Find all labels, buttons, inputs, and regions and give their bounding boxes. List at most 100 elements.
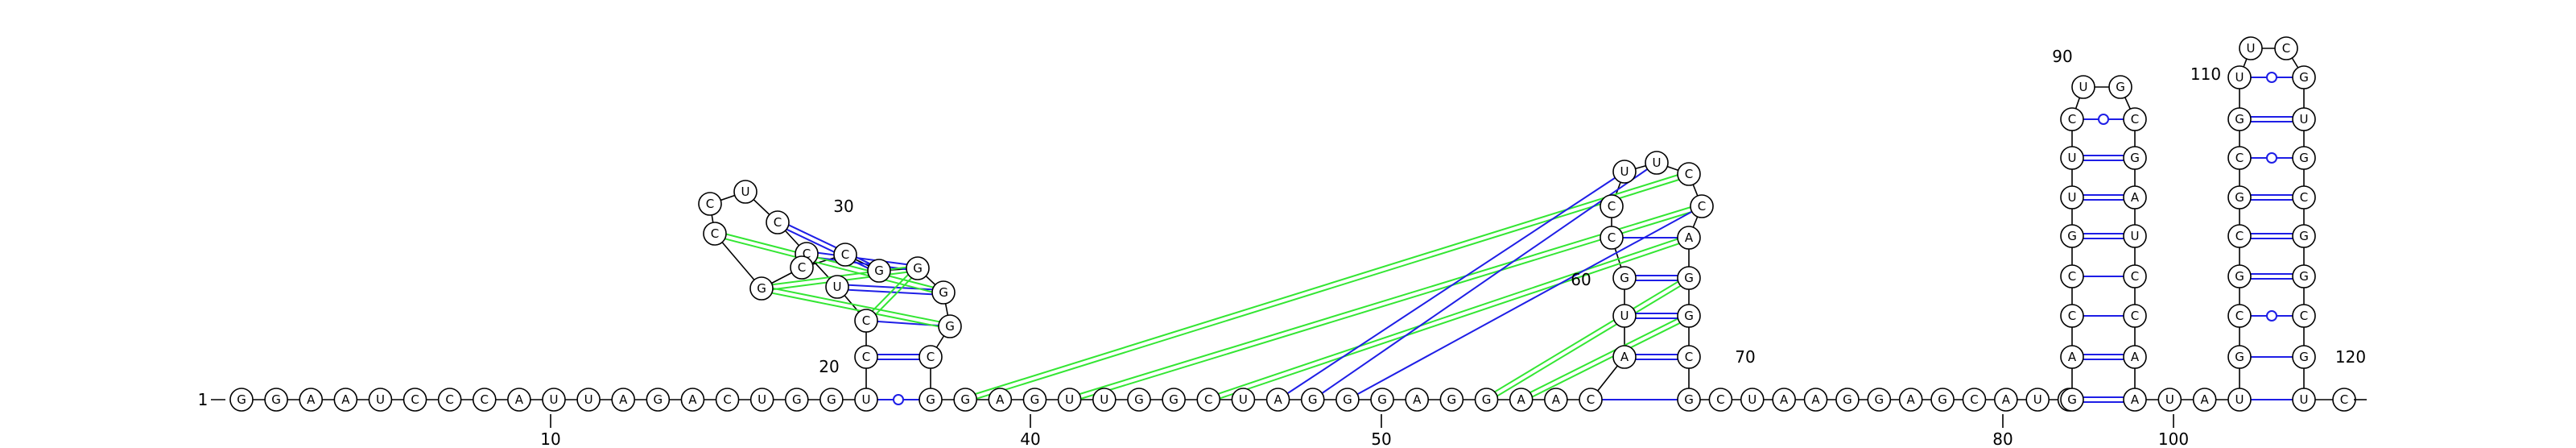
nucleotide: C bbox=[2274, 36, 2298, 60]
nucleotide: U bbox=[2157, 388, 2182, 412]
nucleotide: G bbox=[1370, 388, 1394, 412]
nucleotide-letter: A bbox=[1274, 392, 1282, 407]
nucleotide: U bbox=[2227, 388, 2252, 412]
nucleotide: C bbox=[2123, 107, 2147, 131]
nucleotide-letter: C bbox=[411, 392, 419, 407]
nucleotide: C bbox=[1677, 345, 1701, 369]
nucleotide: A bbox=[2123, 185, 2147, 209]
nucleotide: G bbox=[2060, 388, 2084, 412]
position-label-110: 110 bbox=[2190, 64, 2221, 84]
nucleotide-letter: C bbox=[723, 392, 731, 407]
nucleotide-letter: C bbox=[1608, 230, 1616, 245]
nucleotide-letter: U bbox=[741, 185, 750, 199]
nucleotide: C bbox=[766, 210, 790, 234]
nucleotide-letter: G bbox=[2116, 80, 2125, 94]
base-pair-line bbox=[1070, 207, 1703, 403]
nucleotide-letter: C bbox=[803, 247, 811, 261]
nucleotide-letter: C bbox=[2131, 309, 2139, 323]
nucleotide: A bbox=[1405, 388, 1430, 412]
nucleotide-letter: U bbox=[1620, 164, 1629, 179]
position-label-90: 90 bbox=[2052, 47, 2072, 66]
nucleotide-letter: G bbox=[271, 392, 281, 407]
nucleotide: G bbox=[819, 388, 844, 412]
nucleotide: U bbox=[854, 388, 878, 412]
nucleotide: G bbox=[229, 388, 254, 412]
nucleotide-letter: G bbox=[827, 392, 836, 407]
nucleotide: C bbox=[472, 388, 497, 412]
nucleotide: G bbox=[646, 388, 671, 412]
nucleotide-letter: A bbox=[2131, 392, 2140, 407]
nucleotide-letter: A bbox=[2068, 350, 2077, 364]
nucleotide: G bbox=[2227, 185, 2252, 209]
wobble-pair-marker bbox=[2266, 72, 2277, 83]
nucleotide-letter: G bbox=[2130, 151, 2140, 165]
nucleotide-letter: G bbox=[926, 392, 935, 407]
nucleotide-letter: U bbox=[2235, 70, 2244, 85]
nucleotide-letter: G bbox=[1482, 392, 1492, 407]
nucleotide-letter: C bbox=[2235, 309, 2244, 323]
nucleotide-letter: U bbox=[2300, 112, 2309, 127]
nucleotide-letter: C bbox=[2131, 269, 2139, 284]
nucleotide-letter: C bbox=[927, 350, 935, 364]
nucleotide: U bbox=[2123, 224, 2147, 248]
nucleotide: A bbox=[333, 388, 358, 412]
nucleotide-letter: C bbox=[445, 392, 453, 407]
nucleotide: A bbox=[1803, 388, 1828, 412]
nucleotide-letter: C bbox=[2300, 190, 2308, 205]
nucleotide: U bbox=[2227, 65, 2252, 89]
nucleotide-letter: C bbox=[1970, 392, 1978, 407]
nucleotide-letter: C bbox=[1587, 392, 1595, 407]
nucleotide-letter: C bbox=[2340, 392, 2348, 407]
nucleotide-letter: C bbox=[2235, 151, 2244, 165]
nucleotide: G bbox=[1335, 388, 1360, 412]
nucleotide-letter: C bbox=[1716, 392, 1724, 407]
nucleotide: C bbox=[1579, 388, 1603, 412]
nucleotide-letter: U bbox=[376, 392, 385, 407]
nucleotide-letter: G bbox=[1030, 392, 1040, 407]
nucleotide: U bbox=[2060, 185, 2084, 209]
nucleotide: U bbox=[1645, 151, 1669, 175]
nucleotide: U bbox=[2292, 107, 2316, 131]
nucleotide: A bbox=[1509, 388, 1534, 412]
nucleotide-letter: A bbox=[1780, 392, 1789, 407]
nucleotide: G bbox=[1439, 388, 1464, 412]
nucleotide: G bbox=[931, 280, 956, 305]
nucleotide-letter: C bbox=[2068, 112, 2076, 127]
nucleotide-letter: A bbox=[515, 392, 524, 407]
position-label-100: 100 bbox=[2158, 429, 2189, 448]
base-pair-line bbox=[1347, 205, 1703, 400]
nucleotide-letter: U bbox=[1100, 392, 1108, 407]
nucleotide-letter: U bbox=[1065, 392, 1074, 407]
nucleotide-letter: C bbox=[841, 247, 849, 262]
base-pair-line bbox=[1484, 275, 1688, 399]
nucleotide-letter: C bbox=[2282, 41, 2290, 56]
wobble-pair-marker bbox=[2266, 310, 2277, 321]
nucleotide-letter: G bbox=[2299, 350, 2309, 364]
base-pair-line bbox=[1312, 162, 1657, 400]
nucleotide-letter: U bbox=[2033, 392, 2042, 407]
nucleotide: G bbox=[2292, 345, 2316, 369]
nucleotide-letter: C bbox=[2300, 309, 2308, 323]
nucleotide: G bbox=[2292, 146, 2316, 170]
nucleotide: A bbox=[680, 388, 705, 412]
nucleotide: U bbox=[1231, 388, 1256, 412]
nucleotide-letter: C bbox=[798, 260, 806, 275]
nucleotide: G bbox=[1300, 388, 1325, 412]
nucleotide-letter: G bbox=[1447, 392, 1457, 407]
nucleotide-letter: U bbox=[550, 392, 559, 407]
position-label-50: 50 bbox=[1371, 429, 1391, 448]
nucleotide: G bbox=[2060, 224, 2084, 248]
nucleotide: U bbox=[1612, 160, 1637, 184]
nucleotide-letter: A bbox=[1811, 392, 1820, 407]
wobble-pair-marker bbox=[2098, 114, 2109, 125]
nucleotide-letter: U bbox=[833, 280, 842, 294]
nucleotide-letter: A bbox=[2131, 190, 2140, 205]
nucleotide-letter: G bbox=[945, 319, 955, 334]
nucleotide: C bbox=[698, 192, 722, 216]
base-pair-line bbox=[837, 284, 944, 292]
nucleotide: U bbox=[368, 388, 393, 412]
nucleotide-letter: G bbox=[2299, 229, 2309, 243]
nucleotide: G bbox=[264, 388, 288, 412]
nucleotide: G bbox=[1930, 388, 1955, 412]
